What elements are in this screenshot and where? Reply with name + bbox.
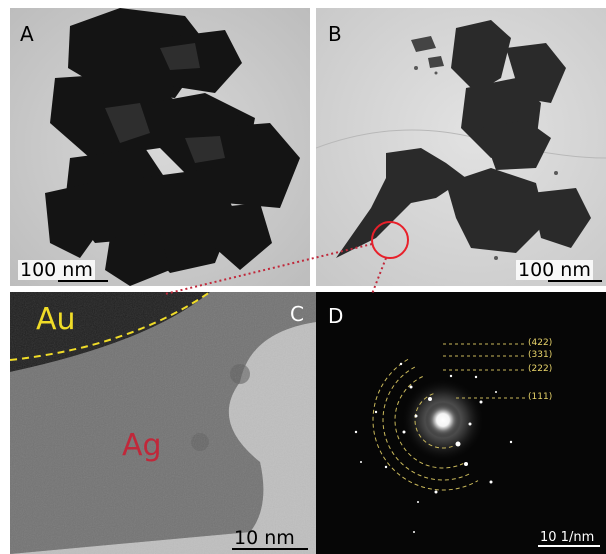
panel-d-diffraction-image xyxy=(316,292,606,554)
ag-region-label: Ag xyxy=(122,428,162,463)
panel-b-tem-image: B 100 nm xyxy=(316,8,606,286)
au-ag-boundary-line xyxy=(10,292,211,361)
panel-c-hrtem-image: Au Ag C 10 nm xyxy=(10,292,316,554)
panel-c-micrograph xyxy=(10,292,316,554)
panel-a-label: A xyxy=(20,22,34,46)
panel-c-scale-bar xyxy=(232,548,308,550)
panel-a-scale-bar xyxy=(58,280,108,282)
panel-d-scale-bar xyxy=(538,545,600,547)
ring-label-222: (222) xyxy=(528,364,553,374)
panel-a-micrograph xyxy=(10,8,310,286)
panel-b-scale-bar xyxy=(548,280,602,282)
ring-label-331: (331) xyxy=(528,350,553,360)
panel-a-tem-image: A 100 nm xyxy=(10,8,310,286)
panel-b-scale-bar-label: 100 nm xyxy=(516,259,593,281)
au-region-label: Au xyxy=(36,302,76,337)
panel-d-saed-pattern: D (422) (331) (222) (111) 10 1/nm xyxy=(316,292,606,554)
panel-c-label: C xyxy=(290,302,304,326)
panel-b-label: B xyxy=(328,22,342,46)
panel-d-scale-bar-label: 10 1/nm xyxy=(540,530,595,545)
panel-d-label: D xyxy=(328,304,344,328)
ring-label-111: (111) xyxy=(528,392,553,402)
panel-a-scale-bar-label: 100 nm xyxy=(18,259,95,281)
ring-label-422: (422) xyxy=(528,338,553,348)
panel-b-micrograph xyxy=(316,8,606,286)
panel-c-scale-bar-label: 10 nm xyxy=(234,527,295,549)
